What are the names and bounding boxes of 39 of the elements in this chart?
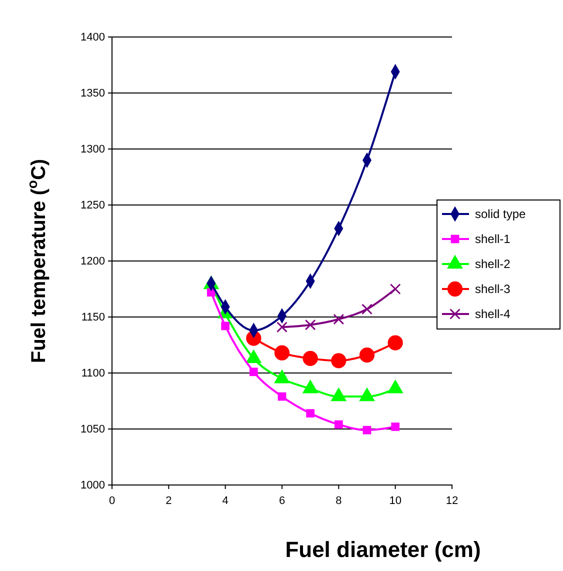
point xyxy=(333,314,344,325)
point xyxy=(334,420,343,429)
point xyxy=(362,426,372,434)
point xyxy=(221,322,230,330)
point xyxy=(302,350,318,366)
x-tick-label: 12 xyxy=(446,495,458,508)
y-tick-label: 1400 xyxy=(80,32,105,44)
y-tick-label: 1250 xyxy=(80,200,105,212)
point xyxy=(391,422,400,431)
y-tick-label: 1000 xyxy=(80,480,105,492)
y-tick-label: 1350 xyxy=(80,88,105,100)
x-tick-label: 2 xyxy=(166,495,172,508)
legend-label: shell-4 xyxy=(475,307,511,321)
point xyxy=(359,348,375,363)
x-tick-label: 6 xyxy=(278,495,286,508)
y-tick-label: 1100 xyxy=(81,368,105,380)
y-tick-label: 1300 xyxy=(80,144,105,156)
point xyxy=(274,345,290,360)
x-axis-title: Fuel diameter (cm) xyxy=(285,537,481,562)
legend-label: shell-1 xyxy=(475,232,511,246)
point xyxy=(304,319,316,330)
y-tick-label: 1150 xyxy=(81,312,105,324)
legend-label: shell-3 xyxy=(475,282,511,296)
point xyxy=(306,409,315,418)
point xyxy=(331,353,346,368)
point xyxy=(388,335,403,350)
point xyxy=(276,322,288,333)
point xyxy=(390,284,401,294)
x-tick-label: 0 xyxy=(108,495,116,508)
point xyxy=(362,304,372,315)
y-tick-label: 1200 xyxy=(80,256,105,268)
x-tick-label: 4 xyxy=(222,495,228,508)
point xyxy=(278,392,286,401)
legend-label: shell-2 xyxy=(475,257,511,271)
x-tick-label: 10 xyxy=(389,495,402,508)
legend-label: solid type xyxy=(475,207,526,221)
x-tick-label: 8 xyxy=(336,495,342,508)
point xyxy=(249,368,258,376)
y-tick-label: 1050 xyxy=(80,424,105,436)
